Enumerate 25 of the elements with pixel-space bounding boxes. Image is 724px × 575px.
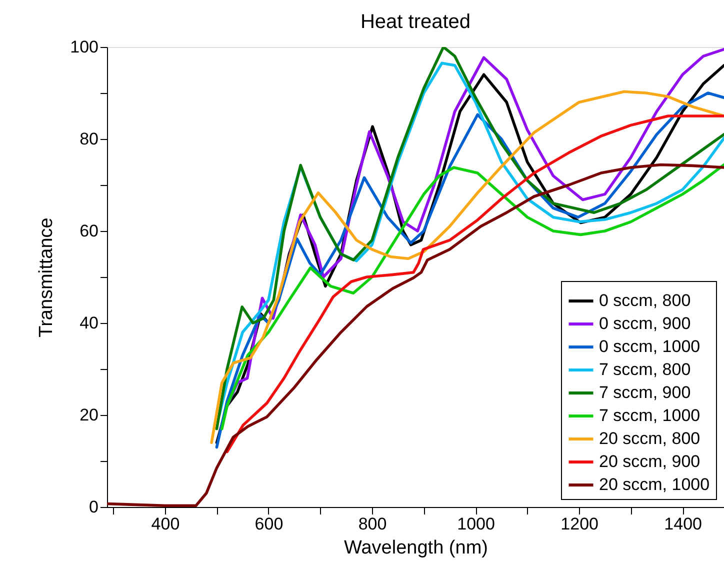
line-series <box>220 163 724 430</box>
y-tick-label: 100 <box>70 38 98 56</box>
x-tick-label: 1000 <box>457 514 495 534</box>
y-tick-label: 80 <box>80 130 98 148</box>
x-axis-title: Wavelength (nm) <box>344 538 488 558</box>
legend-label: 20 sccm, 900 <box>599 452 700 471</box>
chart-title: Heat treated <box>360 11 471 33</box>
legend-label: 20 sccm, 1000 <box>599 475 710 494</box>
x-tick-label: 400 <box>151 514 180 534</box>
y-tick-label: 40 <box>80 314 98 332</box>
legend-label: 7 sccm, 800 <box>599 360 691 379</box>
x-tick-label: 600 <box>254 514 284 534</box>
y-tick-label: 60 <box>80 222 98 240</box>
legend-label: 7 sccm, 900 <box>599 383 691 402</box>
y-axis-title: Transmittance <box>36 218 58 338</box>
x-tick-label: 1200 <box>560 514 598 534</box>
x-tick-label: 1400 <box>664 514 702 534</box>
legend-label: 0 sccm, 900 <box>599 314 691 333</box>
legend-label: 0 sccm, 1000 <box>599 337 700 356</box>
legend-label: 0 sccm, 800 <box>599 291 691 310</box>
legend-label: 20 sccm, 800 <box>599 429 700 448</box>
y-tick-label: 0 <box>89 498 98 516</box>
legend-label: 7 sccm, 1000 <box>599 406 700 425</box>
y-tick-label: 20 <box>80 406 98 424</box>
x-tick-label: 800 <box>358 514 387 534</box>
